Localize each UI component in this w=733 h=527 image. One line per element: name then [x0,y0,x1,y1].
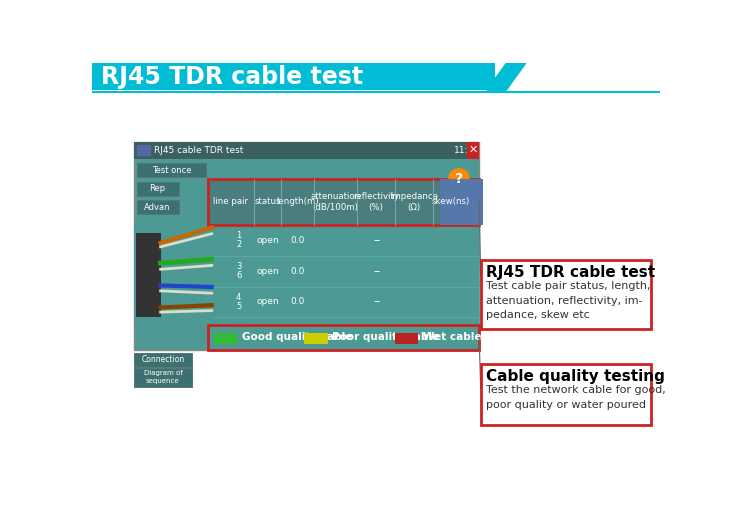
FancyBboxPatch shape [134,353,192,367]
FancyBboxPatch shape [208,179,479,225]
Text: 0.0: 0.0 [290,267,305,276]
Text: 8: 8 [236,333,241,342]
Text: Good quality cable: Good quality cable [242,333,353,343]
FancyBboxPatch shape [441,179,483,225]
Text: Cable quality testing: Cable quality testing [486,369,665,384]
Text: 11:14: 11:14 [454,146,480,155]
FancyBboxPatch shape [136,163,206,177]
Text: Test the network cable for good,
poor quality or water poured: Test the network cable for good, poor qu… [486,385,666,409]
FancyBboxPatch shape [92,63,495,90]
Text: status: status [254,197,281,207]
FancyBboxPatch shape [395,333,418,344]
Text: Test cable pair status, length,
attenuation, reflectivity, im-
pedance, skew etc: Test cable pair status, length, attenuat… [486,281,651,320]
Text: RJ45 TDR cable test: RJ45 TDR cable test [486,265,655,280]
FancyBboxPatch shape [136,232,161,317]
Text: Connection: Connection [141,355,185,364]
FancyBboxPatch shape [134,225,212,325]
Text: –: – [373,234,379,247]
Text: 6: 6 [236,271,241,280]
Text: 7: 7 [236,324,241,333]
FancyBboxPatch shape [208,317,479,348]
Text: 4: 4 [236,293,241,302]
Polygon shape [487,63,526,90]
Text: –: – [373,265,379,278]
FancyBboxPatch shape [134,142,479,159]
Text: 0.0: 0.0 [290,236,305,245]
FancyBboxPatch shape [208,287,479,317]
Text: –: – [373,326,379,339]
Text: Diagram of
sequence: Diagram of sequence [144,370,183,384]
Text: 2: 2 [236,240,241,249]
Text: Test once: Test once [152,166,191,175]
Text: 0.0: 0.0 [290,297,305,306]
Text: open: open [257,236,279,245]
FancyBboxPatch shape [136,145,150,155]
Text: Advan: Advan [144,203,171,212]
Text: 1: 1 [236,231,241,240]
Text: 3: 3 [236,262,241,271]
Text: length(m): length(m) [276,197,319,207]
Text: attenuation
(dB/100m): attenuation (dB/100m) [310,192,361,211]
FancyBboxPatch shape [134,142,479,350]
Text: skew(ns): skew(ns) [432,197,470,207]
Circle shape [449,169,469,189]
FancyBboxPatch shape [208,225,479,256]
Text: impedance
(Ω): impedance (Ω) [390,192,438,211]
Text: 5: 5 [236,302,241,311]
FancyBboxPatch shape [134,368,192,387]
Text: reflectivity
(%): reflectivity (%) [353,192,399,211]
Text: 0.0: 0.0 [290,328,305,337]
Text: open: open [257,267,279,276]
Text: open: open [257,297,279,306]
Text: –: – [373,296,379,308]
FancyBboxPatch shape [214,333,237,344]
Text: ✕: ✕ [468,145,478,155]
FancyBboxPatch shape [304,333,328,344]
FancyBboxPatch shape [208,325,479,350]
Text: Wet cable: Wet cable [423,333,482,343]
FancyBboxPatch shape [481,260,651,329]
Text: Rep: Rep [150,184,166,193]
FancyBboxPatch shape [481,364,651,425]
Text: open: open [257,328,279,337]
Text: Poor quality cable: Poor quality cable [332,333,440,343]
Text: RJ45 cable TDR test: RJ45 cable TDR test [155,146,244,155]
FancyBboxPatch shape [208,256,479,287]
FancyBboxPatch shape [136,182,179,196]
Text: ?: ? [455,172,463,186]
Text: RJ45 TDR cable test: RJ45 TDR cable test [101,65,363,89]
FancyBboxPatch shape [467,142,479,159]
FancyBboxPatch shape [136,200,179,214]
Text: line pair: line pair [213,197,248,207]
